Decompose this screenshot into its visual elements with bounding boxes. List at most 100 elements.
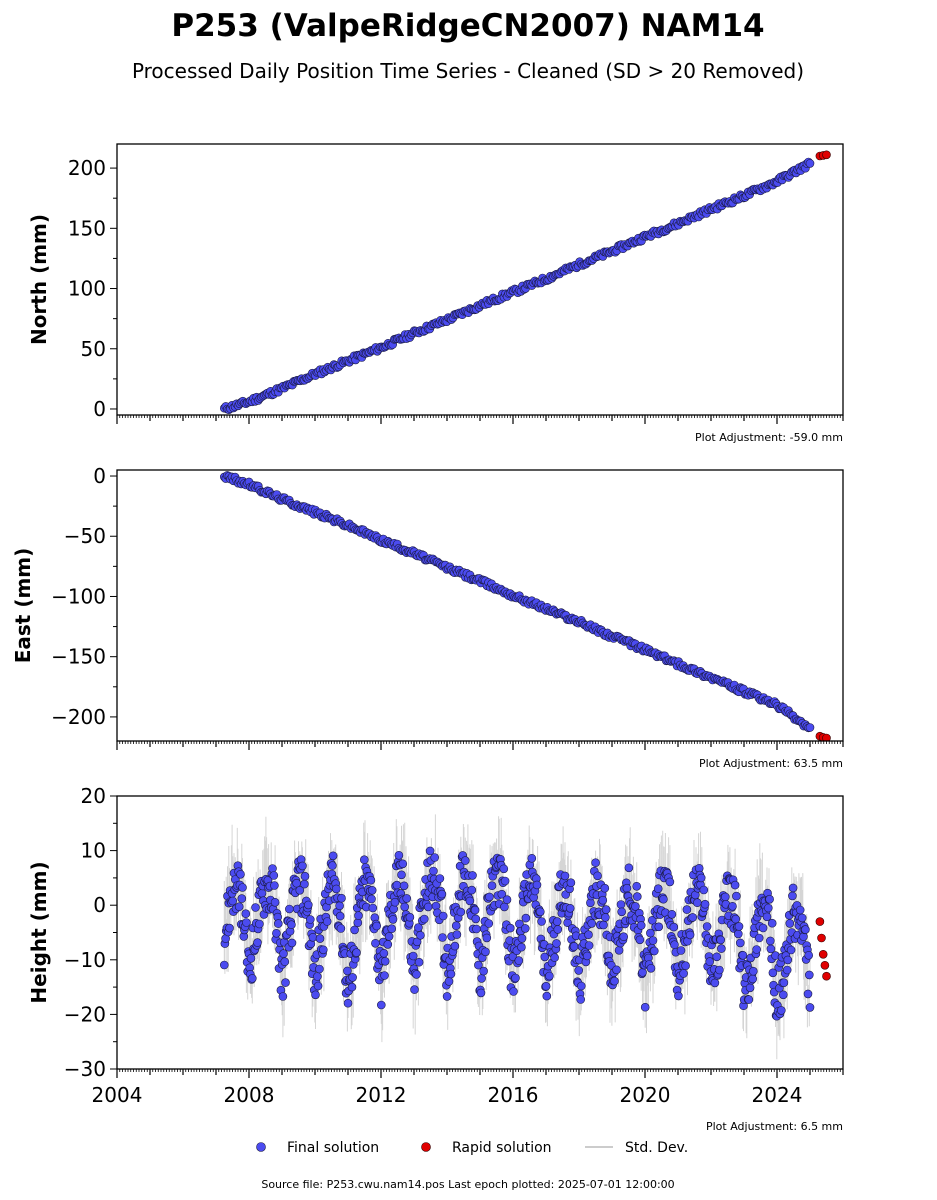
final-solution-point <box>638 968 647 977</box>
final-solution-point <box>366 875 376 885</box>
final-solution-point <box>587 919 597 928</box>
final-solution-point <box>521 913 531 923</box>
final-solution-point <box>398 859 408 869</box>
rapid-solution-point <box>822 733 831 741</box>
final-solution-point <box>565 903 575 913</box>
final-solution-point <box>679 969 688 978</box>
final-solution-point <box>681 961 690 971</box>
final-solution-point <box>405 912 415 922</box>
final-solution-point <box>236 869 245 879</box>
x-tick-label: 2004 <box>92 1083 143 1107</box>
final-solution-point <box>735 938 745 948</box>
y-tick-label: −100 <box>51 584 106 608</box>
final-solution-point <box>272 928 281 938</box>
final-solution-point <box>281 978 290 987</box>
final-solution-point <box>383 940 393 949</box>
y-tick-label: −50 <box>64 524 106 548</box>
final-solution-point <box>423 902 433 912</box>
final-solution-point <box>335 911 345 921</box>
final-solution-point <box>612 965 621 975</box>
final-solution-point <box>460 856 470 865</box>
final-solution-point <box>584 941 594 950</box>
final-solution-point <box>470 905 480 915</box>
final-solution-point <box>776 1006 786 1015</box>
final-solution-point <box>598 895 608 905</box>
final-solution-point <box>347 982 357 992</box>
final-solution-point <box>631 902 640 911</box>
final-solution-point <box>728 901 737 911</box>
final-solution-point <box>702 922 712 931</box>
final-solution-point <box>692 898 702 908</box>
final-solution-point <box>446 969 456 979</box>
final-solution-point <box>505 923 515 933</box>
final-solution-point <box>300 871 310 881</box>
final-solution-point <box>372 921 382 931</box>
final-solution-point <box>336 924 346 933</box>
final-solution-point <box>552 939 561 948</box>
final-solution-point <box>545 971 554 981</box>
final-solution-point <box>552 917 562 926</box>
final-solution-point <box>614 945 624 955</box>
figure-subtitle: Processed Daily Position Time Series - C… <box>132 59 804 83</box>
rapid-solution-point <box>820 960 830 970</box>
final-solution-point <box>429 866 438 876</box>
final-solution-point <box>253 938 262 947</box>
final-solution-point <box>313 972 322 981</box>
final-solution-point <box>617 907 627 917</box>
final-solution-point <box>270 897 280 907</box>
final-solution-point <box>748 966 758 976</box>
final-solution-point <box>335 901 344 911</box>
y-tick-label: 0 <box>93 397 106 421</box>
plot-area <box>220 150 831 415</box>
final-solution-point <box>438 933 447 942</box>
final-solution-point <box>550 953 559 962</box>
final-solution-point <box>632 881 642 891</box>
final-solution-point <box>255 919 264 929</box>
final-solution-point <box>669 922 679 932</box>
final-solution-point <box>318 945 328 955</box>
y-tick-label: −150 <box>51 645 106 669</box>
final-solution-point <box>517 942 526 952</box>
final-solution-point <box>582 951 592 961</box>
final-solution-point <box>455 861 465 871</box>
final-solution-point <box>456 907 466 917</box>
legend-rapid-marker <box>421 1142 431 1152</box>
final-solution-point <box>237 894 247 903</box>
final-solution-point <box>278 992 288 1001</box>
final-solution-point <box>805 1003 815 1012</box>
final-solution-point <box>535 907 545 917</box>
final-solution-point <box>517 934 527 943</box>
final-solution-point <box>591 858 600 868</box>
final-solution-point <box>408 951 418 961</box>
final-solution-point <box>416 930 425 940</box>
plot-adjustment-note: Plot Adjustment: 6.5 mm <box>706 1120 843 1133</box>
final-solution-point <box>471 914 481 924</box>
final-solution-point <box>795 905 805 915</box>
final-solution-point <box>376 1000 386 1010</box>
final-solution-point <box>234 902 244 912</box>
final-solution-point <box>303 900 313 910</box>
final-solution-point <box>636 921 646 930</box>
final-solution-point <box>354 911 363 920</box>
final-solution-point <box>348 973 357 982</box>
final-solution-point <box>732 891 741 901</box>
final-solution-point <box>273 919 283 928</box>
panel-2: 0 −50 −100 −150 −200 East (mm) Plot Adjustment… <box>11 464 844 770</box>
final-solution-point <box>343 998 353 1008</box>
final-solution-point <box>576 981 586 991</box>
final-solution-point <box>287 920 296 930</box>
y-axis-label: East (mm) <box>11 548 35 664</box>
final-solution-point <box>779 978 789 988</box>
final-solution-point <box>765 894 774 904</box>
final-solution-point <box>616 900 626 909</box>
final-solution-point <box>540 952 550 962</box>
y-tick-label: 10 <box>81 839 106 863</box>
final-solution-point <box>659 894 668 904</box>
rapid-solution-point <box>817 933 826 943</box>
final-solution-point <box>343 966 352 976</box>
final-solution-point <box>537 917 546 926</box>
final-solution-point <box>292 878 301 888</box>
final-solution-point <box>315 934 325 943</box>
final-solution-point <box>485 892 494 902</box>
